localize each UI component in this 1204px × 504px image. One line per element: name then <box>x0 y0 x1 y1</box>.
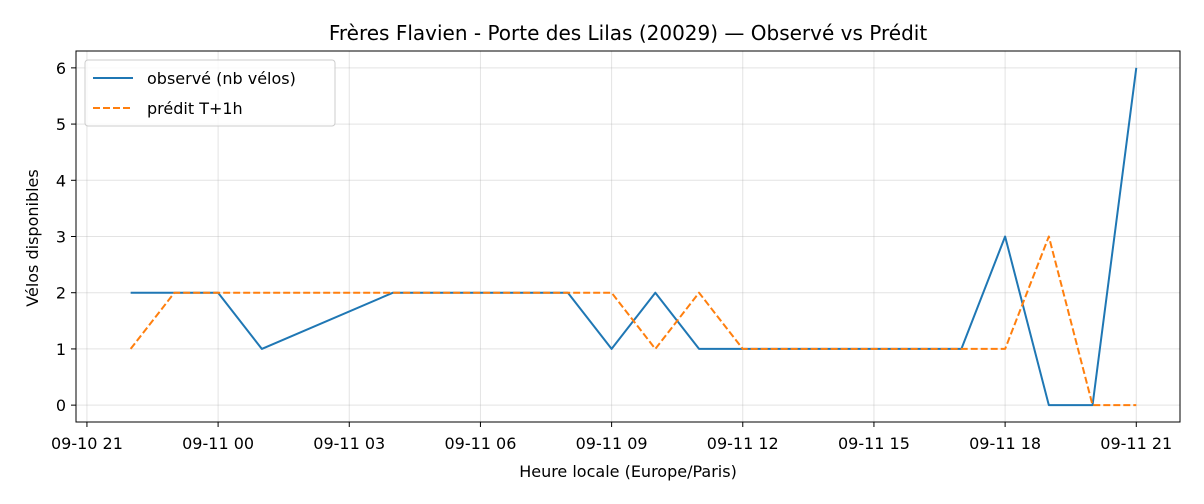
legend: observé (nb vélos) prédit T+1h <box>84 59 336 127</box>
x-tick-label: 09-11 06 <box>444 434 516 453</box>
y-axis-title: Vélos disponibles <box>23 169 42 306</box>
y-tick-label: 0 <box>56 396 66 415</box>
x-tick-label: 09-11 03 <box>313 434 385 453</box>
y-tick-label: 2 <box>56 284 66 303</box>
x-tick-label: 09-11 12 <box>707 434 779 453</box>
x-tick-label: 09-11 18 <box>969 434 1041 453</box>
x-tick-label: 09-11 09 <box>576 434 648 453</box>
y-tick-label: 6 <box>56 59 66 78</box>
x-tick-label: 09-10 21 <box>51 434 123 453</box>
legend-label: observé (nb vélos) <box>147 69 296 88</box>
y-tick-label: 4 <box>56 171 66 190</box>
chart-title: Frères Flavien - Porte des Lilas (20029)… <box>329 21 927 45</box>
legend-label: prédit T+1h <box>147 99 243 118</box>
series-line-predit <box>129 235 1137 407</box>
x-axis-title: Heure locale (Europe/Paris) <box>519 462 737 481</box>
x-tick-label: 09-11 21 <box>1100 434 1172 453</box>
ticks: 09-10 21 09-11 00 09-11 03 09-11 06 09-11 09… <box>51 59 1172 453</box>
y-tick-label: 1 <box>56 340 66 359</box>
y-tick-label: 3 <box>56 228 66 247</box>
y-tick-label: 5 <box>56 115 66 134</box>
x-tick-label: 09-11 00 <box>182 434 254 453</box>
legend-box <box>84 59 336 127</box>
series-layer <box>129 67 1138 407</box>
x-tick-label: 09-11 15 <box>838 434 910 453</box>
